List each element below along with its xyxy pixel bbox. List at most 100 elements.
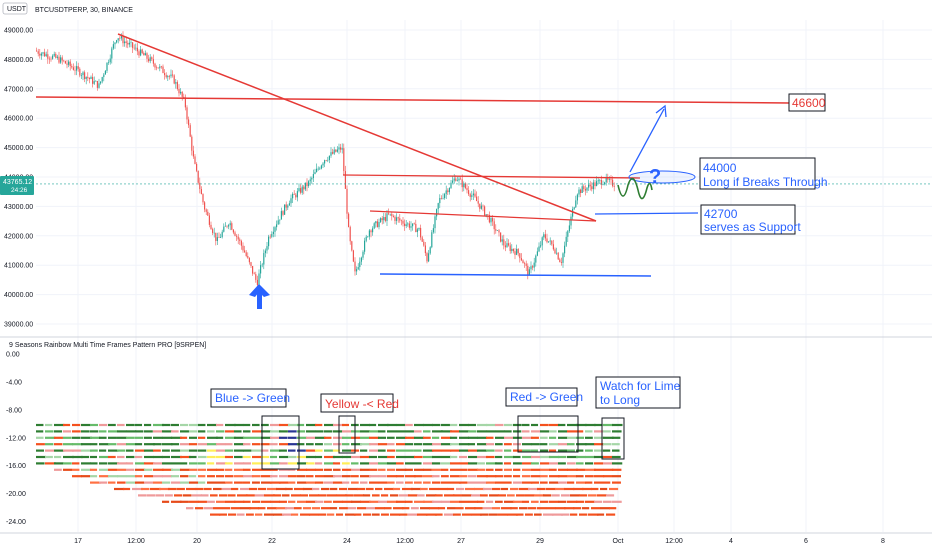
rainbow-segment	[108, 455, 116, 459]
rainbow-segment	[381, 513, 389, 516]
range-mid-line[interactable]	[369, 210, 597, 222]
range-top-line[interactable]	[342, 174, 641, 179]
rainbow-segment	[81, 449, 92, 452]
rainbow-segment	[252, 443, 261, 446]
rainbow-segment	[243, 468, 251, 471]
candle-body	[183, 96, 185, 98]
rainbow-segment	[90, 443, 98, 446]
rainbow-segment	[216, 430, 225, 433]
label-46600-box[interactable]	[788, 93, 826, 112]
candle-body	[612, 179, 614, 187]
candle-body	[194, 156, 196, 164]
candle-body	[348, 213, 350, 228]
currency-badge[interactable]	[2, 2, 28, 15]
rainbow-segment	[459, 449, 470, 452]
candle-body	[98, 83, 100, 88]
label-46600: 46600	[792, 96, 826, 110]
time-tick-label: 27	[457, 538, 465, 545]
rainbow-segment	[270, 468, 278, 471]
rainbow-segment	[594, 436, 605, 439]
rainbow-segment	[324, 481, 334, 484]
rainbow-segment	[405, 443, 414, 446]
rainbow-segment	[579, 494, 588, 497]
rainbow-segment	[216, 423, 224, 427]
candle-body	[442, 198, 444, 199]
candle-body	[196, 163, 198, 171]
candle-body	[296, 191, 298, 198]
candle-body	[432, 228, 434, 233]
label-42700-box[interactable]	[700, 204, 796, 235]
rainbow-segment	[387, 436, 395, 439]
support-line-42700[interactable]	[594, 212, 699, 215]
time-tick-label: Oct	[613, 538, 624, 545]
rainbow-segment	[366, 507, 376, 510]
rainbow-segment	[213, 507, 223, 510]
projection-arrow[interactable]	[629, 108, 665, 173]
highlight-red-green[interactable]	[517, 415, 579, 453]
rainbow-segment	[405, 423, 413, 427]
descending-trendline[interactable]	[117, 33, 597, 222]
candle-body	[298, 188, 300, 192]
rainbow-segment	[171, 423, 179, 427]
rainbow-segment	[612, 443, 620, 446]
candle-body	[344, 171, 346, 189]
rainbow-segment	[207, 500, 215, 503]
highlight-watch-lime[interactable]	[601, 417, 625, 460]
watch-lime-box[interactable]	[595, 376, 681, 409]
yellow-red-box[interactable]	[320, 393, 394, 413]
candle-body	[36, 50, 38, 52]
blue-green-box[interactable]	[210, 388, 287, 408]
red-green-box[interactable]	[505, 387, 578, 407]
rainbow-segment	[72, 436, 81, 439]
candle-body	[543, 234, 545, 238]
rainbow-segment	[402, 507, 410, 510]
highlight-yellow-red[interactable]	[338, 415, 356, 454]
candle-body	[50, 58, 52, 60]
candle-body	[44, 52, 46, 57]
candle-body	[325, 160, 327, 161]
rainbow-segment	[414, 462, 422, 465]
rainbow-segment	[72, 423, 81, 427]
bottom-support-line[interactable]	[379, 273, 652, 277]
candle-body	[108, 62, 110, 63]
rainbow-segment	[468, 481, 478, 484]
candle-body	[436, 209, 438, 217]
rainbow-segment	[297, 436, 307, 439]
rainbow-segment	[45, 455, 53, 459]
rainbow-segment	[495, 500, 503, 503]
candle-body	[168, 76, 170, 77]
highlight-blue-green[interactable]	[261, 415, 300, 470]
rainbow-segment	[441, 468, 449, 471]
rainbow-segment	[135, 423, 143, 427]
rainbow-segment	[360, 449, 368, 452]
rainbow-segment	[153, 475, 163, 478]
resistance-line-46600[interactable]	[35, 96, 791, 104]
rainbow-segment	[393, 487, 401, 491]
candle-body	[464, 183, 466, 189]
rainbow-segment	[486, 436, 494, 439]
rainbow-segment	[399, 494, 410, 497]
rainbow-segment	[360, 423, 371, 427]
candle-body	[562, 253, 564, 263]
candle-body	[156, 67, 158, 69]
candle-body	[535, 255, 537, 263]
rainbow-segment	[162, 468, 173, 471]
rainbow-segment	[594, 455, 604, 459]
rainbow-segment	[468, 468, 479, 471]
rainbow-segment	[579, 513, 588, 516]
projection-arrowhead	[655, 104, 667, 118]
indicator-title: 9 Seasons Rainbow Multi Time Frames Patt…	[9, 342, 206, 349]
breakout-ellipse[interactable]	[628, 170, 696, 184]
candle-body	[551, 240, 553, 245]
rainbow-segment	[468, 455, 478, 459]
projection-wave[interactable]	[617, 177, 653, 200]
candle-body	[429, 247, 431, 254]
rainbow-segment	[153, 468, 164, 471]
rainbow-segment	[81, 423, 91, 427]
candle-body	[144, 53, 146, 56]
label-44000-box[interactable]	[699, 157, 816, 190]
candle-body	[80, 75, 82, 76]
rainbow-segment	[144, 436, 152, 439]
candle-body	[420, 227, 422, 238]
rainbow-segment	[531, 436, 539, 439]
